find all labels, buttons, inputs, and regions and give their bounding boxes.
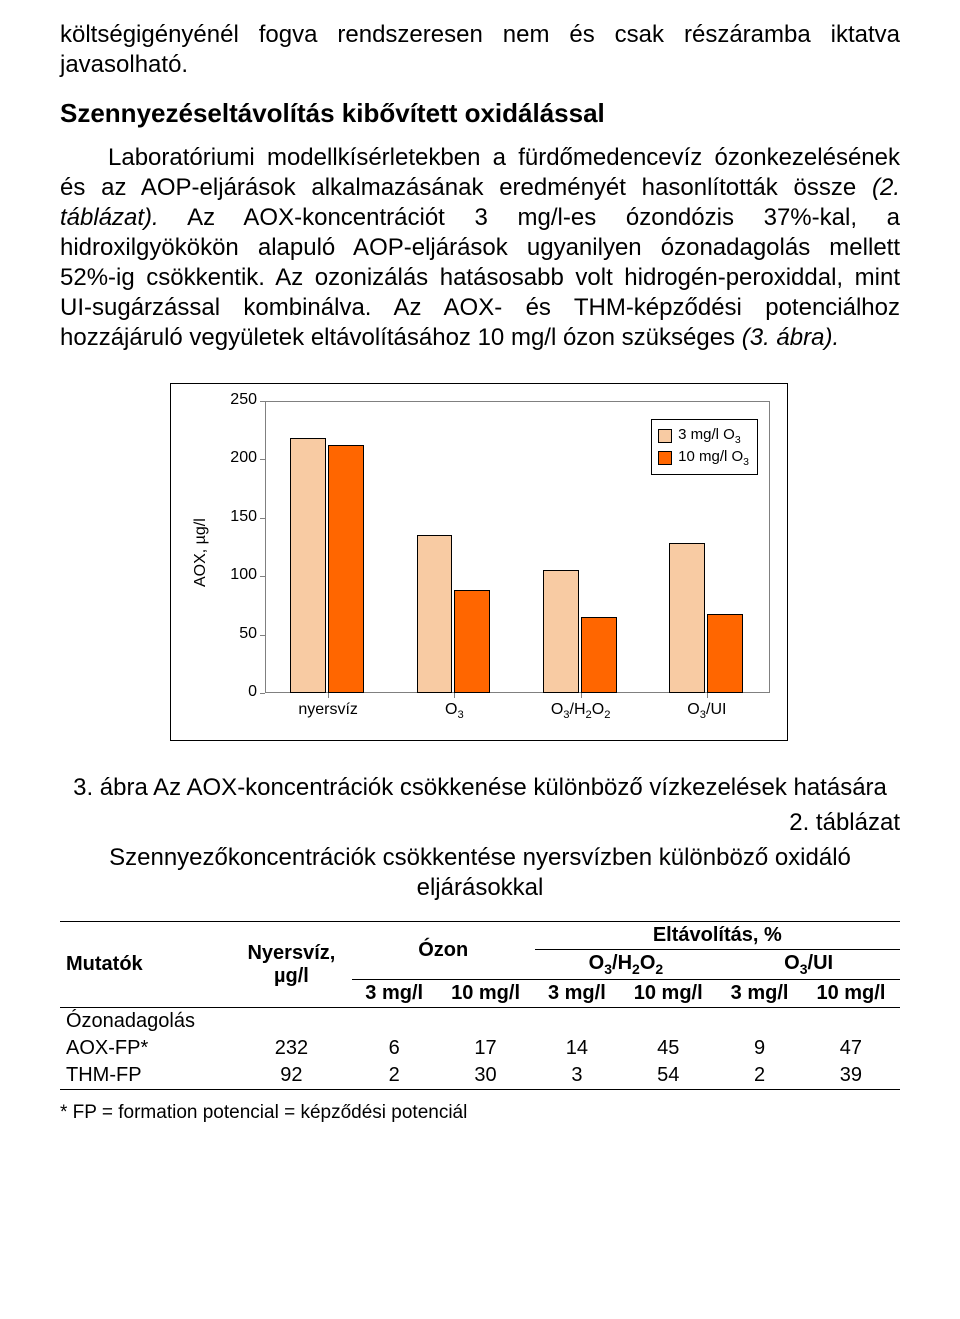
bar (417, 535, 453, 693)
cell: 2 (352, 1062, 437, 1090)
cell: 47 (802, 1035, 900, 1062)
row-name: AOX-FP* (60, 1035, 231, 1062)
cell: 6 (352, 1035, 437, 1062)
subcol-10mgl: 10 mg/l (619, 980, 717, 1008)
cell: 2 (717, 1062, 802, 1090)
col-o3h2o2: O3/H2O2 (535, 950, 718, 980)
table-number: 2. táblázat (60, 809, 900, 837)
cell: 17 (437, 1035, 535, 1062)
table-footnote: * FP = formation potencial = képződési p… (60, 1102, 900, 1124)
subcol-10mgl: 10 mg/l (802, 980, 900, 1008)
bar (543, 570, 579, 693)
bar (669, 543, 705, 693)
subcol-3mgl: 3 mg/l (717, 980, 802, 1008)
table-caption: Szennyezőkoncentrációk csökkentése nyers… (60, 843, 900, 903)
row-name: THM-FP (60, 1062, 231, 1090)
body-text: Laboratóriumi modellkísérletekben a fürd… (60, 144, 900, 201)
x-tick-label: O3/UI (687, 701, 726, 721)
col-eltavolitas: Eltávolítás, % (535, 922, 900, 950)
x-tick-label: O3/H2O2 (551, 701, 611, 721)
bar (328, 445, 364, 693)
subcol-3mgl: 3 mg/l (352, 980, 437, 1008)
body-paragraph: Laboratóriumi modellkísérletekben a fürd… (60, 143, 900, 353)
y-tick-label: 150 (217, 508, 257, 526)
y-tick-label: 200 (217, 449, 257, 467)
cell: 45 (619, 1035, 717, 1062)
subcol-10mgl: 10 mg/l (437, 980, 535, 1008)
y-axis-label: AOX, µg/l (192, 518, 210, 587)
x-tick-label: nyersvíz (298, 701, 358, 719)
col-mutatok: Mutatók (60, 922, 231, 1008)
cell: 3 (535, 1062, 620, 1090)
y-tick-label: 250 (217, 391, 257, 409)
section-heading: Szennyezéseltávolítás kibővített oxidálá… (60, 98, 900, 129)
col-o3ui: O3/UI (717, 950, 900, 980)
aox-bar-chart: 0 50 100 150 200 250 AOX, µg/l nyersvíz O3 O3/H2O… (170, 383, 790, 743)
cell: 14 (535, 1035, 620, 1062)
figure-caption: 3. ábra Az AOX-koncentrációk csökkenése … (60, 773, 900, 803)
legend-label: 10 mg/l O3 (678, 448, 749, 468)
chart-legend: 3 mg/l O310 mg/l O3 (651, 419, 758, 475)
bar (581, 617, 617, 693)
cell: 232 (231, 1035, 352, 1062)
bar (707, 614, 743, 693)
y-tick-label: 50 (217, 625, 257, 643)
col-ozon: Ózon (352, 922, 535, 980)
bar (454, 590, 490, 693)
subcol-3mgl: 3 mg/l (535, 980, 620, 1008)
cell: 9 (717, 1035, 802, 1062)
cell: 54 (619, 1062, 717, 1090)
cell: 30 (437, 1062, 535, 1090)
bar (290, 438, 326, 693)
row-head: Ózonadagolás (60, 1008, 231, 1036)
cell: 92 (231, 1062, 352, 1090)
results-table: MutatókNyersvíz,µg/lÓzonEltávolítás, %O3… (60, 921, 900, 1090)
ref-figure: (3. ábra). (742, 324, 839, 351)
x-tick-label: O3 (445, 701, 464, 721)
cell: 39 (802, 1062, 900, 1090)
intro-fragment: költségigényénél fogva rendszeresen nem … (60, 20, 900, 80)
col-nyersviz: Nyersvíz,µg/l (231, 922, 352, 1008)
y-tick-label: 100 (217, 566, 257, 584)
y-tick-label: 0 (217, 683, 257, 701)
legend-label: 3 mg/l O3 (678, 426, 741, 446)
